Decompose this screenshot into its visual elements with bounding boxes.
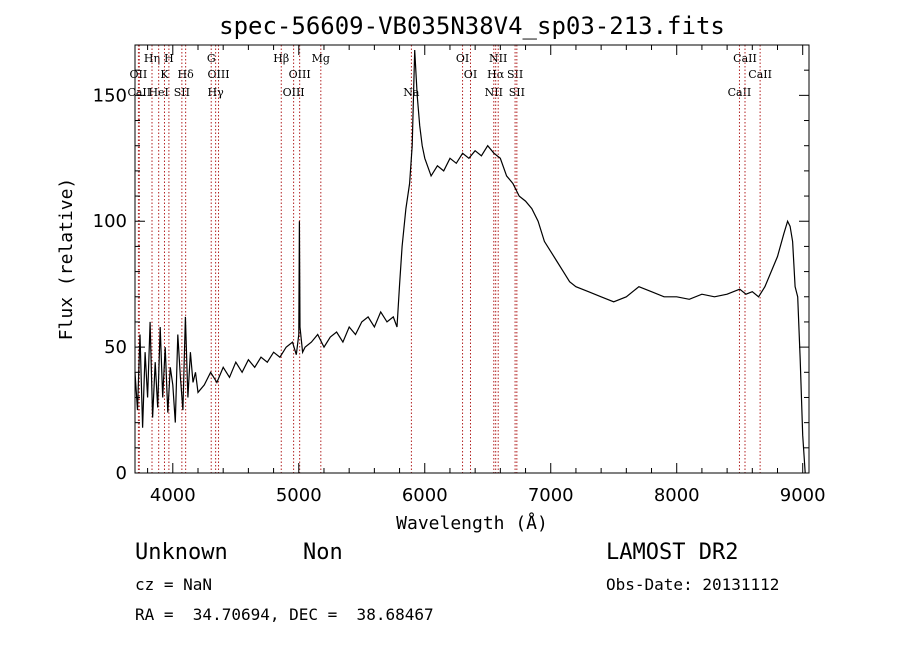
obs-date: Obs-Date: 20131112 xyxy=(606,575,779,594)
x-axis: 4000 5000 6000 7000 8000 9000 xyxy=(147,45,826,506)
x-tick-label: 8000 xyxy=(654,485,700,506)
line-marker-label: Hβ xyxy=(273,52,289,65)
line-marker-label: OI xyxy=(464,68,477,81)
y-axis: 0 50 100 150 xyxy=(93,69,809,484)
x-tick-label: 9000 xyxy=(780,485,826,506)
x-tick-label: 7000 xyxy=(528,485,574,506)
line-marker-label: HeI xyxy=(148,86,168,99)
line-marker-label: K xyxy=(160,68,169,81)
line-markers: OIICaIIHηHeIKHSIIHδGOIIIHγHβOIIIOIIIMgNa… xyxy=(127,45,772,473)
line-marker-label: Mg xyxy=(312,52,330,65)
line-marker-label: NII xyxy=(489,52,507,65)
y-tick-label: 50 xyxy=(104,337,127,358)
coordinates: RA = 34.70694, DEC = 38.68467 xyxy=(135,605,434,624)
line-marker-label: Hδ xyxy=(178,68,195,81)
survey-name: LAMOST DR2 xyxy=(606,540,738,565)
line-marker-label: OIII xyxy=(289,68,311,81)
chart-title: spec-56609-VB035N38V4_sp03-213.fits xyxy=(219,12,725,40)
object-subclass: Non xyxy=(303,540,343,565)
line-marker-label: Hη xyxy=(144,52,160,65)
line-marker-label: SII xyxy=(507,68,523,81)
line-marker-label: OII xyxy=(130,68,148,81)
line-marker-label: Hα xyxy=(487,68,505,81)
object-class: Unknown xyxy=(135,540,228,565)
y-tick-label: 150 xyxy=(93,85,127,106)
x-tick-label: 6000 xyxy=(402,485,448,506)
line-marker-label: Hγ xyxy=(208,86,225,99)
line-marker-label: Na xyxy=(403,86,420,99)
line-marker-label: OI xyxy=(456,52,469,65)
x-tick-label: 5000 xyxy=(276,485,322,506)
line-marker-label: CaII xyxy=(728,86,752,99)
line-marker-label: OIII xyxy=(283,86,305,99)
spectrum-line xyxy=(134,49,806,474)
line-marker-label: SII xyxy=(509,86,525,99)
line-marker-label: SII xyxy=(174,86,190,99)
line-marker-label: CaII xyxy=(733,52,757,65)
redshift: cz = NaN xyxy=(135,575,212,594)
y-axis-label: Flux (relative) xyxy=(56,178,77,341)
x-tick-label: 4000 xyxy=(150,485,196,506)
y-tick-label: 0 xyxy=(116,463,127,484)
x-axis-label: Wavelength (Å) xyxy=(396,512,548,534)
line-marker-label: CaII xyxy=(127,86,151,99)
line-marker-label: G xyxy=(207,52,216,65)
line-marker-label: H xyxy=(164,52,174,65)
line-marker-label: CaII xyxy=(748,68,772,81)
line-marker-label: NII xyxy=(485,86,503,99)
line-marker-label: OIII xyxy=(207,68,229,81)
y-tick-label: 100 xyxy=(93,211,127,232)
plot-frame xyxy=(134,44,810,474)
